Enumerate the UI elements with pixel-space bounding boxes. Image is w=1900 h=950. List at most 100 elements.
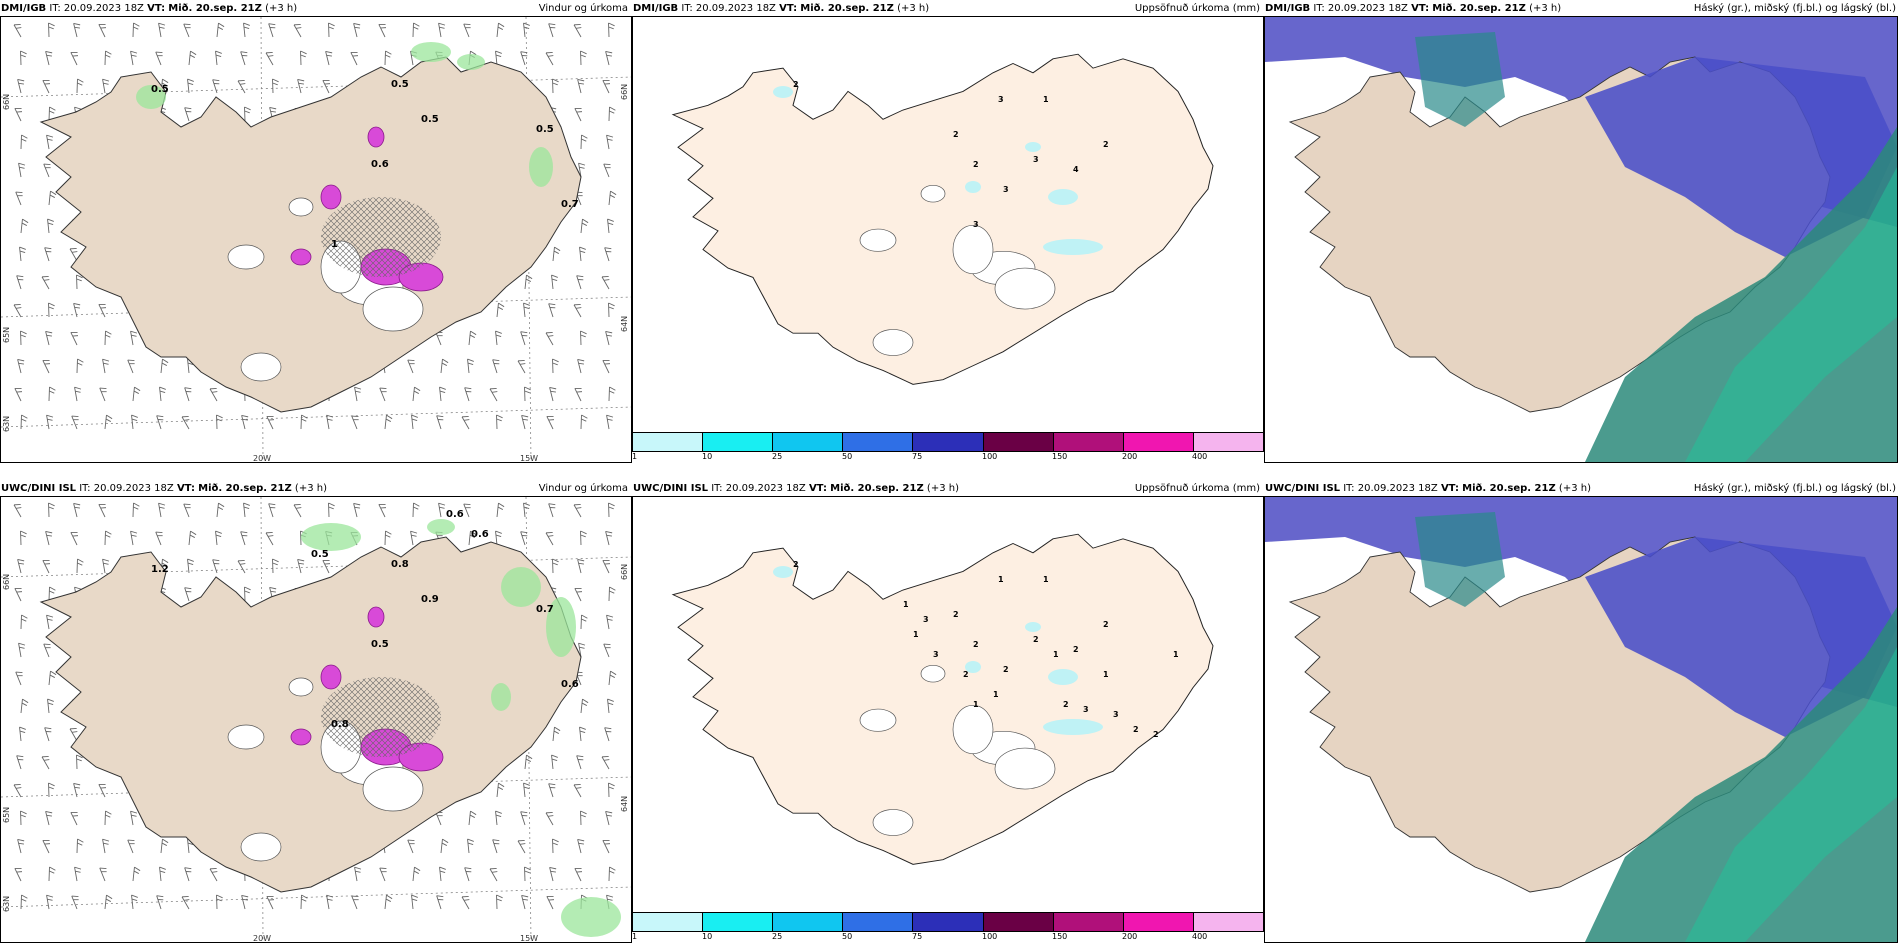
header: UWC/DINI ISL IT: 20.09.2023 18Z VT: Mið.… [1265,483,1896,494]
wind-barb [48,190,57,206]
precip-area [491,683,511,711]
wind-barb [104,330,112,346]
colorbar-tick-label: 200 [1122,932,1138,941]
wind-barb [300,50,307,66]
accum-label: 1 [1103,670,1109,679]
wind-barb [41,276,50,290]
wind-barb [132,502,140,518]
mid-cloud [1685,167,1897,462]
wind-barb [608,782,615,798]
wind-barb [602,559,611,574]
wind-barb [42,359,51,374]
header: UWC/DINI ISL IT: 20.09.2023 18Z VT: Mið.… [1,483,628,494]
wind-barb [99,387,107,402]
wind-barb [76,754,83,770]
wind-barb [328,22,335,38]
wind-barb [209,868,218,882]
wind-barb [132,866,141,882]
wind-barb [45,50,53,66]
precip-label: 0.6 [371,159,389,170]
accum-label: 3 [923,615,929,624]
wind-barb [130,330,138,346]
wind-barb [520,531,528,546]
wind-barb [548,23,556,38]
colorbar-segment [633,913,704,931]
wind-barb [577,838,585,854]
wind-barb [44,247,52,262]
colorbar-tick-label: 1 [632,932,638,941]
colorbar-segment [913,913,984,931]
wind-barb [244,106,251,122]
colorbar-segment [843,433,914,451]
wind-barb [379,387,387,402]
wind-barb [42,559,51,574]
wind-barb [19,726,26,742]
wind-barb [102,558,110,574]
wind-barb [158,22,166,38]
wind-barb [601,756,610,770]
wind-barb [489,868,498,882]
wind-barb [384,50,392,66]
wind-barb [184,107,192,122]
colorbar-segment [843,913,914,931]
wind-barb [20,414,28,430]
wind-barb [76,838,84,854]
panel-title: Vindur og úrkoma [538,3,628,14]
wind-barb [104,50,112,66]
wind-barb [496,894,503,910]
wind-precip-map: 0.8 0.9 0.7 0.6 0.5 0.8 1.2 0.6 0.5 0.6 [0,496,632,943]
precip-label: 0.7 [561,199,579,210]
precip-area [965,661,981,673]
wind-barb [608,386,616,402]
wind-barb [102,78,110,94]
wind-barb [131,414,138,430]
wind-barb [13,784,22,798]
wind-barb [608,586,616,602]
wind-barb [523,502,530,518]
wind-barb [73,302,81,318]
high-cloud [1415,32,1505,127]
wind-barb [545,332,554,346]
precip-label: 0.6 [471,529,489,540]
precip-label: 1 [331,239,338,250]
wind-barb [322,559,331,574]
colorbar-tick-label: 25 [772,452,783,461]
precip-label: 0.8 [391,559,409,570]
wind-barb [467,358,474,374]
wind-barb [467,838,474,854]
wind-barb [412,22,420,38]
wind-barb [607,218,614,234]
accum-label: 2 [1063,700,1069,709]
heavy-precip [290,248,312,266]
wind-barb [496,302,505,318]
wind-barb [353,22,361,38]
precip-label: 0.5 [536,124,554,135]
wind-barb [20,614,28,630]
lat-label: 64N [620,315,629,332]
colorbar-tick-label: 50 [842,452,853,461]
precip-label: 0.5 [421,114,439,125]
header: DMI/IGB IT: 20.09.2023 18Z VT: Mið. 20.s… [633,3,1260,14]
wind-barb [353,502,361,518]
wind-barb [181,896,190,910]
wind-barb [71,895,79,910]
precip-area [301,523,361,551]
colorbar-segment [1193,433,1263,451]
wind-barb [552,358,559,374]
wind-barb [523,22,530,38]
wind-barb [102,358,110,374]
hatch-area [321,677,441,757]
wind-barb [496,22,505,38]
wind-barb [158,502,166,518]
wind-barb [354,386,362,402]
panel-wind-row2: UWC/DINI ISL IT: 20.09.2023 18Z VT: Mið.… [0,480,632,950]
wind-barb [98,503,107,518]
wind-barb [73,782,81,798]
wind-barb [13,304,22,318]
wind-barb [48,670,57,686]
colorbar-ticks: 1 10 25 50 75 100 150 200 400 [632,452,1262,462]
wind-barb [17,358,25,374]
lat-label: 66N [2,93,11,110]
precip-area [1025,142,1041,152]
wind-barb [215,50,222,66]
